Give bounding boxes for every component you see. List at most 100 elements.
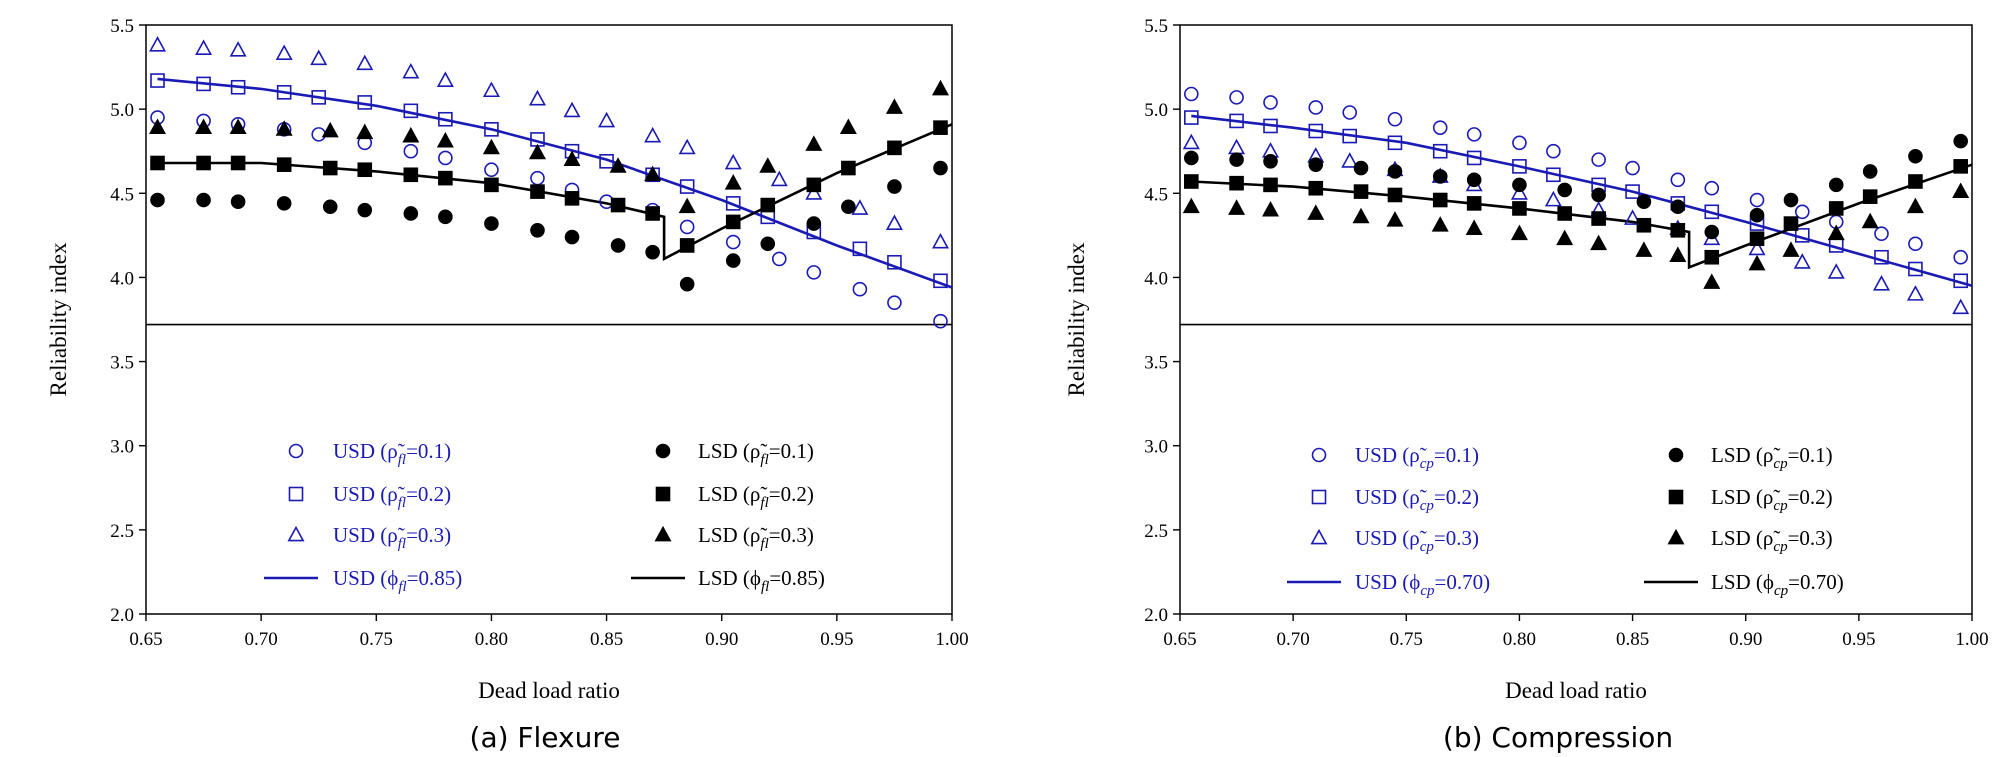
data-point bbox=[484, 162, 499, 178]
y-tick-label: 3.0 bbox=[110, 437, 134, 458]
data-point bbox=[438, 111, 453, 127]
legend-marker bbox=[1668, 447, 1684, 463]
data-point bbox=[1953, 159, 1968, 174]
data-point bbox=[403, 103, 419, 119]
y-tick-label: 2.5 bbox=[1144, 521, 1168, 542]
data-point bbox=[1431, 216, 1449, 232]
data-point bbox=[1353, 184, 1369, 199]
data-point bbox=[1670, 199, 1686, 215]
y-axis-title: Reliability index bbox=[1064, 242, 1089, 396]
data-point bbox=[1308, 157, 1324, 172]
x-tick-label: 0.75 bbox=[360, 629, 393, 650]
data-point bbox=[852, 281, 868, 297]
data-point bbox=[725, 196, 741, 211]
data-point bbox=[760, 236, 776, 252]
data-point bbox=[806, 265, 822, 280]
data-point bbox=[725, 214, 741, 230]
legend-label: USD (ρ̃fl=0.2) bbox=[333, 482, 451, 511]
data-point bbox=[887, 140, 902, 156]
lsd-design-curve bbox=[1191, 163, 1973, 270]
data-point bbox=[1908, 174, 1923, 189]
data-point bbox=[1229, 152, 1244, 167]
data-point bbox=[1182, 197, 1200, 214]
data-point bbox=[1544, 190, 1562, 207]
legend-label: LSD (ϕcp=0.70) bbox=[1711, 570, 1844, 599]
data-point bbox=[1387, 187, 1403, 203]
data-point bbox=[482, 138, 500, 155]
data-point bbox=[1635, 241, 1653, 257]
data-point bbox=[1793, 253, 1811, 269]
data-point bbox=[1670, 172, 1686, 188]
data-point bbox=[644, 126, 662, 143]
data-point bbox=[1862, 164, 1878, 179]
legend-label: LSD (ρ̃fl=0.1) bbox=[698, 439, 814, 468]
data-point bbox=[887, 179, 902, 194]
data-point bbox=[839, 118, 857, 135]
data-point bbox=[403, 143, 419, 159]
data-point bbox=[841, 199, 856, 215]
data-point bbox=[598, 111, 616, 128]
data-point bbox=[1557, 182, 1572, 198]
data-point bbox=[484, 216, 499, 231]
x-tick-label: 0.85 bbox=[1616, 629, 1649, 650]
data-point bbox=[1307, 204, 1325, 220]
data-point bbox=[1510, 184, 1528, 200]
data-point bbox=[402, 126, 420, 143]
y-tick-label: 2.5 bbox=[110, 521, 134, 542]
data-point bbox=[276, 196, 292, 211]
data-point bbox=[528, 143, 546, 160]
data-point bbox=[1510, 224, 1528, 241]
data-point bbox=[599, 154, 614, 169]
data-point bbox=[1591, 187, 1606, 203]
x-tick-label: 0.65 bbox=[1163, 629, 1196, 650]
data-point bbox=[528, 89, 546, 106]
data-point bbox=[195, 39, 213, 55]
data-point bbox=[436, 131, 454, 148]
data-point bbox=[1184, 86, 1199, 102]
usd-design-curve bbox=[157, 77, 953, 289]
data-point bbox=[1308, 100, 1324, 115]
data-point bbox=[1704, 204, 1720, 220]
data-point bbox=[150, 155, 165, 171]
data-point bbox=[1782, 241, 1800, 257]
data-point bbox=[276, 157, 292, 172]
x-tick-label: 0.75 bbox=[1390, 629, 1423, 650]
data-point bbox=[357, 162, 373, 178]
legend-label: LSD (ρ̃fl=0.2) bbox=[698, 482, 814, 511]
x-tick-label: 0.70 bbox=[1277, 629, 1310, 650]
data-point bbox=[1308, 123, 1324, 139]
data-point bbox=[1353, 160, 1369, 176]
data-point bbox=[356, 123, 374, 140]
data-point bbox=[724, 174, 742, 190]
data-point bbox=[887, 295, 902, 310]
data-point bbox=[1263, 177, 1278, 193]
data-point bbox=[1636, 217, 1652, 233]
data-point bbox=[1908, 236, 1923, 252]
data-point bbox=[356, 54, 374, 71]
plot-frame bbox=[1179, 24, 1973, 615]
data-point bbox=[196, 76, 211, 92]
data-point bbox=[1783, 192, 1799, 208]
data-point bbox=[1432, 143, 1448, 159]
data-point bbox=[1906, 285, 1924, 301]
data-point bbox=[276, 85, 292, 100]
data-point bbox=[149, 36, 167, 52]
data-point bbox=[841, 160, 856, 176]
data-point bbox=[1953, 273, 1968, 289]
legend-label: USD (ρ̃fl=0.3) bbox=[333, 523, 451, 552]
data-point bbox=[1512, 201, 1527, 216]
y-tick-label: 5.0 bbox=[110, 100, 134, 121]
data-point bbox=[725, 253, 741, 268]
data-point bbox=[1352, 207, 1370, 224]
data-point bbox=[1861, 212, 1879, 229]
data-point bbox=[1262, 200, 1280, 217]
data-point bbox=[759, 157, 777, 173]
data-point bbox=[885, 214, 903, 230]
data-point bbox=[679, 238, 695, 253]
data-point bbox=[1512, 135, 1527, 151]
data-point bbox=[1466, 127, 1482, 142]
data-point bbox=[852, 241, 868, 257]
data-point bbox=[402, 62, 420, 79]
data-point bbox=[933, 313, 948, 329]
